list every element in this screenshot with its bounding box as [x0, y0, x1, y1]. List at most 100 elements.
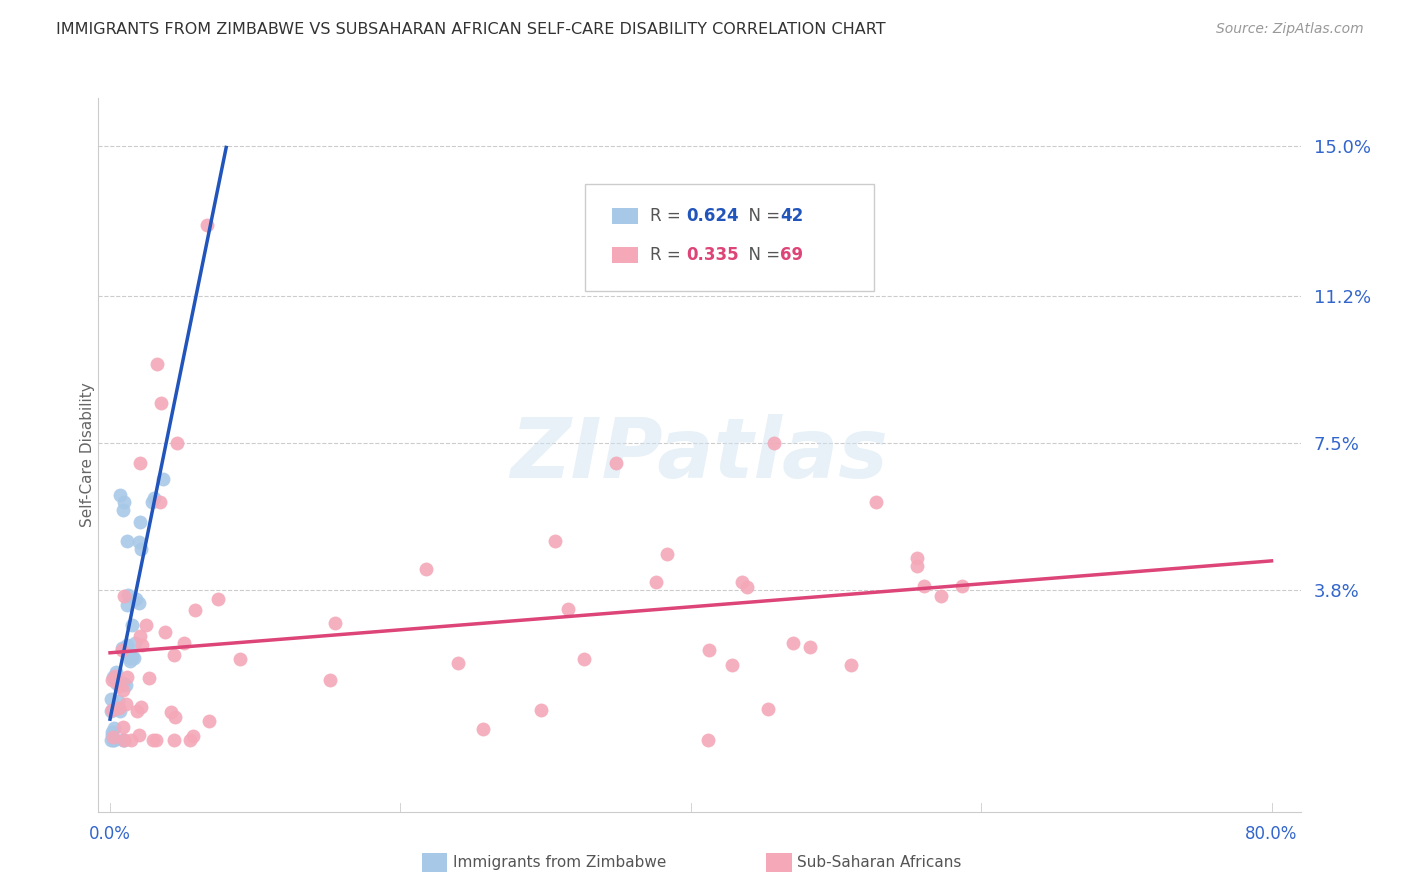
Point — [128, 456, 150, 470]
Point — [141, 495, 163, 509]
Point — [103, 733, 125, 747]
Point — [644, 574, 666, 589]
Point — [108, 704, 131, 718]
Point — [131, 638, 153, 652]
Point — [118, 655, 141, 669]
Point — [544, 534, 567, 549]
Point — [101, 731, 124, 745]
Point — [605, 456, 627, 470]
Point — [905, 551, 928, 566]
Point — [166, 436, 188, 450]
Point — [111, 640, 134, 655]
Point — [122, 651, 145, 665]
Point — [142, 733, 165, 747]
Point — [100, 733, 122, 747]
Point — [173, 636, 195, 650]
Point — [105, 665, 128, 679]
Text: 42: 42 — [780, 207, 803, 225]
Point — [229, 652, 252, 666]
Point — [145, 733, 167, 747]
Text: R =: R = — [650, 207, 686, 225]
Point — [198, 714, 221, 728]
Point — [319, 673, 342, 688]
Text: 0.624: 0.624 — [686, 207, 740, 225]
Point — [697, 643, 720, 657]
Text: R =: R = — [650, 246, 686, 264]
Point — [799, 640, 821, 655]
Point — [100, 673, 122, 687]
Point — [115, 678, 138, 692]
Point — [101, 670, 124, 684]
Text: N =: N = — [738, 246, 786, 264]
Point — [150, 396, 173, 410]
Text: 69: 69 — [780, 246, 803, 264]
Point — [125, 591, 148, 606]
Point — [108, 679, 131, 693]
Point — [179, 733, 201, 747]
Point — [574, 651, 596, 665]
Point — [107, 700, 129, 714]
Point — [108, 487, 131, 501]
Point — [152, 472, 174, 486]
Point — [697, 733, 720, 747]
Point — [472, 723, 495, 737]
Point — [100, 704, 122, 718]
Point — [111, 733, 134, 747]
Point — [912, 579, 935, 593]
Point — [907, 558, 929, 573]
Bar — [612, 208, 638, 224]
Point — [103, 722, 125, 736]
FancyBboxPatch shape — [585, 184, 873, 291]
Point — [125, 704, 148, 718]
Point — [112, 733, 135, 747]
Point — [207, 591, 229, 606]
Text: IMMIGRANTS FROM ZIMBABWE VS SUBSAHARAN AFRICAN SELF-CARE DISABILITY CORRELATION : IMMIGRANTS FROM ZIMBABWE VS SUBSAHARAN A… — [56, 22, 886, 37]
Point — [415, 562, 437, 576]
Point — [111, 642, 134, 657]
Point — [111, 676, 134, 690]
Point — [865, 495, 887, 509]
Point — [104, 669, 127, 683]
Point — [121, 618, 143, 632]
Point — [756, 702, 779, 716]
Point — [115, 533, 138, 548]
Point — [112, 495, 135, 509]
Point — [115, 638, 138, 652]
Point — [120, 733, 142, 747]
Point — [165, 710, 187, 724]
Point — [100, 703, 122, 717]
Point — [117, 647, 139, 661]
Point — [730, 574, 752, 589]
Point — [135, 618, 157, 632]
Point — [117, 588, 139, 602]
Bar — [612, 247, 638, 263]
Point — [112, 720, 135, 734]
Point — [195, 218, 218, 232]
Point — [782, 636, 804, 650]
Point — [129, 700, 152, 714]
Point — [129, 629, 152, 643]
Text: Sub-Saharan Africans: Sub-Saharan Africans — [797, 855, 962, 870]
Point — [111, 683, 134, 698]
Point — [163, 648, 186, 663]
Point — [117, 670, 139, 684]
Point — [115, 598, 138, 612]
Point — [138, 671, 160, 685]
Point — [103, 733, 125, 747]
Point — [447, 656, 470, 670]
Point — [735, 580, 758, 594]
Point — [950, 579, 973, 593]
Point — [105, 675, 128, 690]
Point — [124, 636, 146, 650]
Point — [155, 625, 177, 640]
Point — [839, 658, 862, 673]
Point — [112, 733, 135, 747]
Point — [163, 733, 186, 747]
Point — [763, 436, 786, 450]
Point — [101, 725, 124, 739]
Text: 0.335: 0.335 — [686, 246, 740, 264]
Point — [115, 697, 138, 711]
Point — [557, 602, 579, 616]
Text: N =: N = — [738, 207, 786, 225]
Point — [530, 703, 553, 717]
